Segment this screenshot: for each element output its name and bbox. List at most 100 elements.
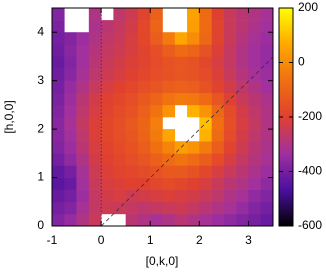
heatmap-cell [223,80,237,94]
heatmap-cell [199,68,212,81]
heatmap-cell [64,177,77,190]
heatmap-cell [137,153,151,166]
heatmap-cell [113,32,126,45]
heatmap-cell [223,141,237,154]
heatmap-cell [211,20,225,33]
heatmap-cell [76,56,90,69]
heatmap-cell [162,165,176,178]
heatmap-cell [76,129,90,142]
heatmap-cell [137,189,151,203]
heatmap-cell [137,104,151,118]
heatmap-cell [211,32,225,45]
x-tick-label: -1 [47,233,58,247]
heatmap-cell [223,213,237,226]
heatmap-cell [223,129,237,142]
heatmap-cell [64,165,77,178]
heatmap-cell [187,8,200,21]
heatmap-cell [88,104,102,118]
heatmap-cell [150,44,163,57]
heatmap-cell [260,32,273,45]
heatmap-cell [113,189,126,203]
heatmap-cell [236,20,249,33]
heatmap-cell [52,44,65,57]
heatmap-cell [76,92,90,106]
heatmap-cell [260,165,273,178]
heatmap-cell [150,68,163,81]
heatmap-cell [260,129,273,142]
heatmap-cell [199,92,212,106]
heatmap-cell [88,153,102,166]
heatmap-cell [199,8,212,21]
heatmap-cell [162,104,176,118]
heatmap-cell [76,153,90,166]
heatmap-cell [260,104,273,118]
heatmap-cell [64,92,77,106]
heatmap-cell [248,56,262,69]
heatmap-cell [64,44,77,57]
heatmap-cell [199,201,212,215]
heatmap-cell [236,44,249,57]
heatmap-cell [137,80,151,94]
heatmap-cell [150,153,163,166]
heatmap-cell [76,165,90,178]
heatmap-cell [88,213,102,226]
heatmap-cell [223,92,237,106]
heatmap-cell [211,8,225,21]
heatmap-cell [211,189,225,203]
heatmap-cell [52,165,65,178]
heatmap-cell [236,165,249,178]
heatmap-cell [125,129,139,142]
heatmap-cell [125,117,139,130]
heatmap-cell [150,213,163,226]
colorbar-tick-label: -600 [298,218,322,232]
y-tick-label: 1 [37,170,44,184]
heatmap-cell [199,165,212,178]
heatmap-cell [248,80,262,94]
heatmap-cell [211,129,225,142]
heatmap-cell [137,201,151,215]
heatmap-cell [223,189,237,203]
heatmap-cell [113,56,126,69]
heatmap-cell [174,44,188,57]
heatmap-cell [223,104,237,118]
heatmap-cell [211,201,225,215]
heatmap-cell [64,117,77,130]
heatmap-cell [88,117,102,130]
heatmap-cell [211,117,225,130]
heatmap-cell [113,80,126,94]
heatmap-cell [64,56,77,69]
heatmap-cell [125,68,139,81]
heatmap-cell [260,92,273,106]
heatmap-cell [88,165,102,178]
heatmap-cell [248,68,262,81]
heatmap-cell [101,177,114,190]
heatmap-cell [76,32,90,45]
heatmap-cell [52,189,65,203]
heatmap-cell [236,56,249,69]
heatmap-cell [260,20,273,33]
heatmap-cell [211,44,225,57]
y-tick-label: 4 [37,24,44,38]
heatmap-cell [211,56,225,69]
heatmap-cell [162,32,176,45]
y-axis-label: [h,0,0] [2,100,16,133]
heatmap-cell [125,104,139,118]
heatmap-cell [137,141,151,154]
heatmap-cell [125,165,139,178]
heatmap-cell [162,201,176,215]
heatmap-cell [52,201,65,215]
heatmap-cell [174,56,188,69]
heatmap-cell [248,165,262,178]
heatmap-cell [199,141,212,154]
heatmap-cell [125,201,139,215]
heatmap-cell [260,213,273,226]
heatmap-cell [236,201,249,215]
heatmap-cell [64,80,77,94]
heatmap-cell [211,153,225,166]
heatmap-cell [150,117,163,130]
heatmap-cell [125,92,139,106]
heatmap-cell [162,92,176,106]
heatmap-cell [113,20,126,33]
heatmap-cell [260,44,273,57]
heatmap-cell [150,177,163,190]
